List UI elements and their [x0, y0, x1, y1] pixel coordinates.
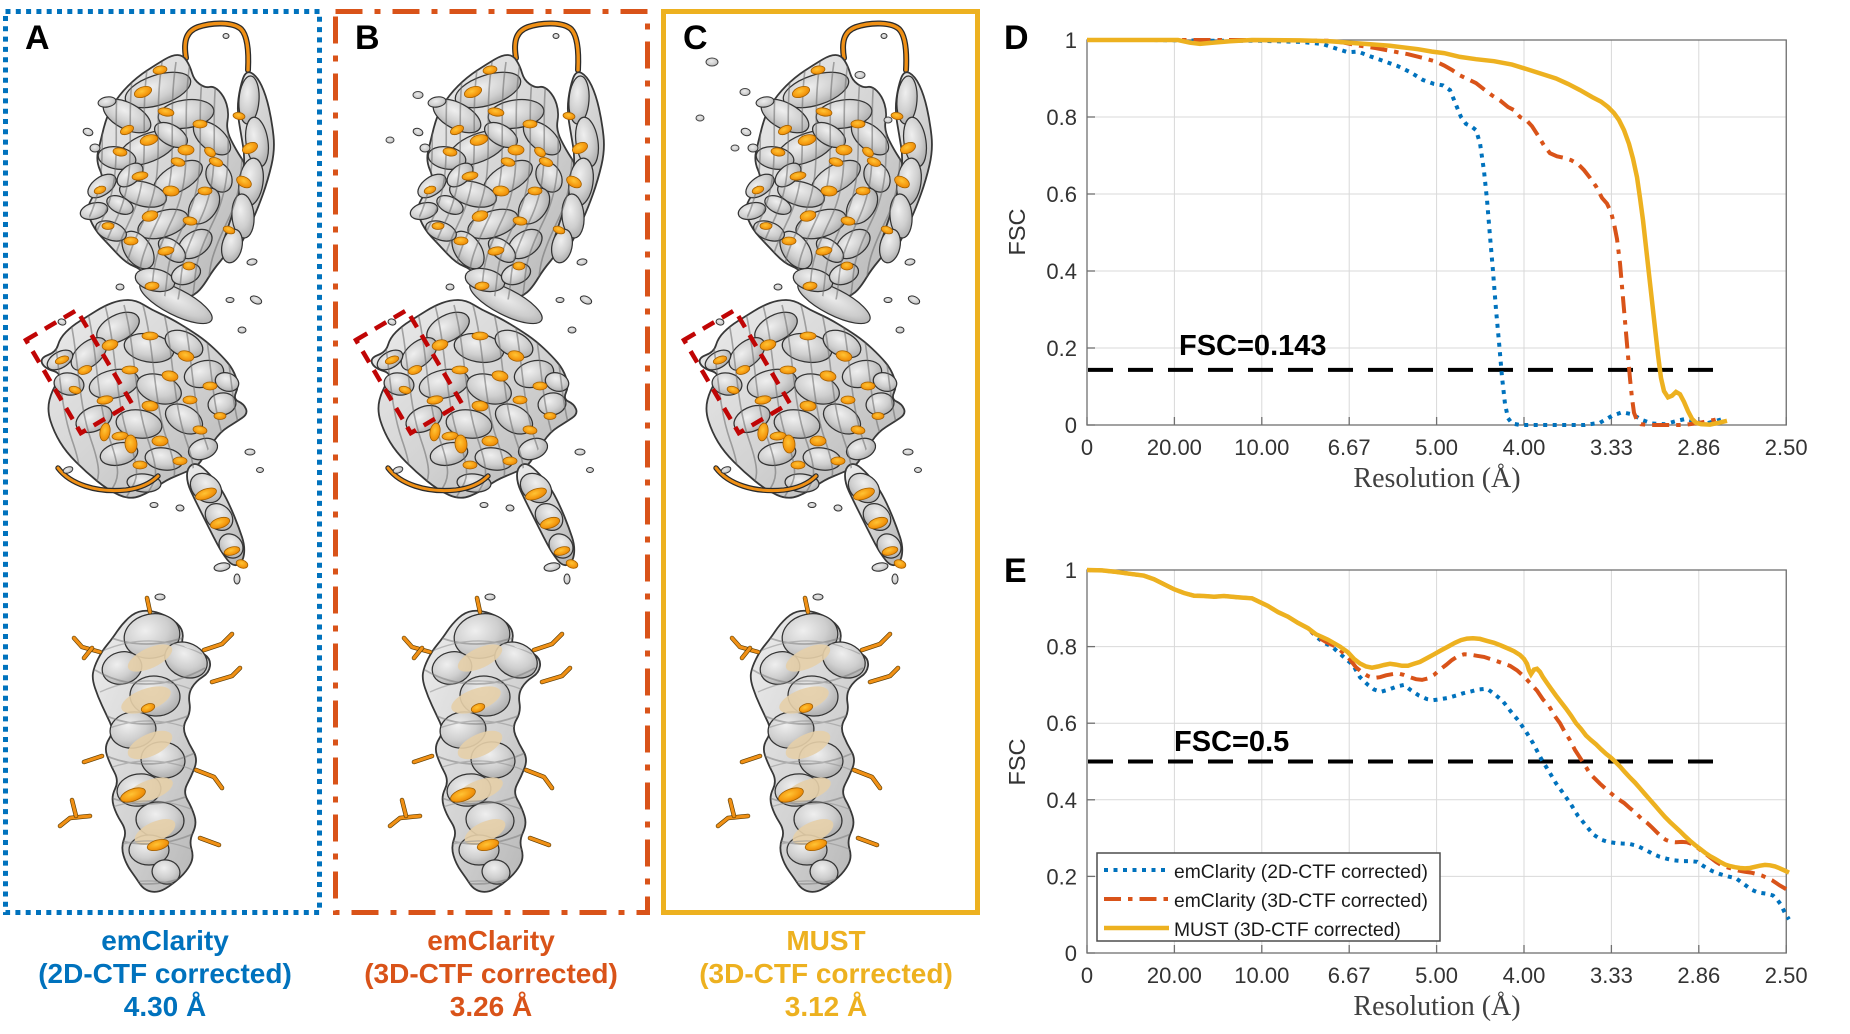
- svg-text:Resolution (Å): Resolution (Å): [1353, 463, 1520, 494]
- svg-text:0.6: 0.6: [1046, 711, 1077, 736]
- svg-text:0.2: 0.2: [1046, 336, 1077, 361]
- svg-text:0.8: 0.8: [1046, 635, 1077, 660]
- svg-text:2.50: 2.50: [1765, 963, 1808, 988]
- svg-text:0.4: 0.4: [1046, 788, 1077, 813]
- svg-text:2.50: 2.50: [1765, 435, 1808, 460]
- svg-text:emClarity (2D-CTF corrected): emClarity (2D-CTF corrected): [1174, 862, 1428, 883]
- svg-text:emClarity (3D-CTF corrected): emClarity (3D-CTF corrected): [1174, 891, 1428, 912]
- svg-text:4.00: 4.00: [1503, 963, 1546, 988]
- svg-text:2.86: 2.86: [1677, 435, 1720, 460]
- svg-text:0.4: 0.4: [1046, 259, 1077, 284]
- svg-text:0: 0: [1065, 413, 1077, 438]
- svg-text:10.00: 10.00: [1234, 435, 1289, 460]
- svg-text:5.00: 5.00: [1415, 435, 1458, 460]
- svg-text:5.00: 5.00: [1415, 963, 1458, 988]
- svg-text:FSC: FSC: [1004, 738, 1030, 785]
- svg-text:0: 0: [1081, 435, 1093, 460]
- svg-text:6.67: 6.67: [1328, 435, 1371, 460]
- svg-text:FSC: FSC: [1004, 208, 1030, 255]
- svg-text:FSC=0.143: FSC=0.143: [1179, 330, 1327, 362]
- svg-text:MUST (3D-CTF corrected): MUST (3D-CTF corrected): [1174, 920, 1401, 941]
- svg-text:20.00: 20.00: [1147, 435, 1202, 460]
- svg-text:4.00: 4.00: [1503, 435, 1546, 460]
- svg-text:0.2: 0.2: [1046, 864, 1077, 889]
- svg-text:0.6: 0.6: [1046, 182, 1077, 207]
- svg-text:6.67: 6.67: [1328, 963, 1371, 988]
- svg-text:Resolution (Å): Resolution (Å): [1353, 991, 1520, 1022]
- svg-text:3.33: 3.33: [1590, 435, 1633, 460]
- svg-text:FSC=0.5: FSC=0.5: [1174, 726, 1289, 758]
- svg-text:0: 0: [1065, 941, 1077, 966]
- svg-text:2.86: 2.86: [1677, 963, 1720, 988]
- svg-text:0: 0: [1081, 963, 1093, 988]
- svg-text:0.8: 0.8: [1046, 105, 1077, 130]
- svg-text:3.33: 3.33: [1590, 963, 1633, 988]
- svg-text:1: 1: [1065, 28, 1077, 53]
- svg-text:1: 1: [1065, 558, 1077, 583]
- svg-text:20.00: 20.00: [1147, 963, 1202, 988]
- svg-text:10.00: 10.00: [1234, 963, 1289, 988]
